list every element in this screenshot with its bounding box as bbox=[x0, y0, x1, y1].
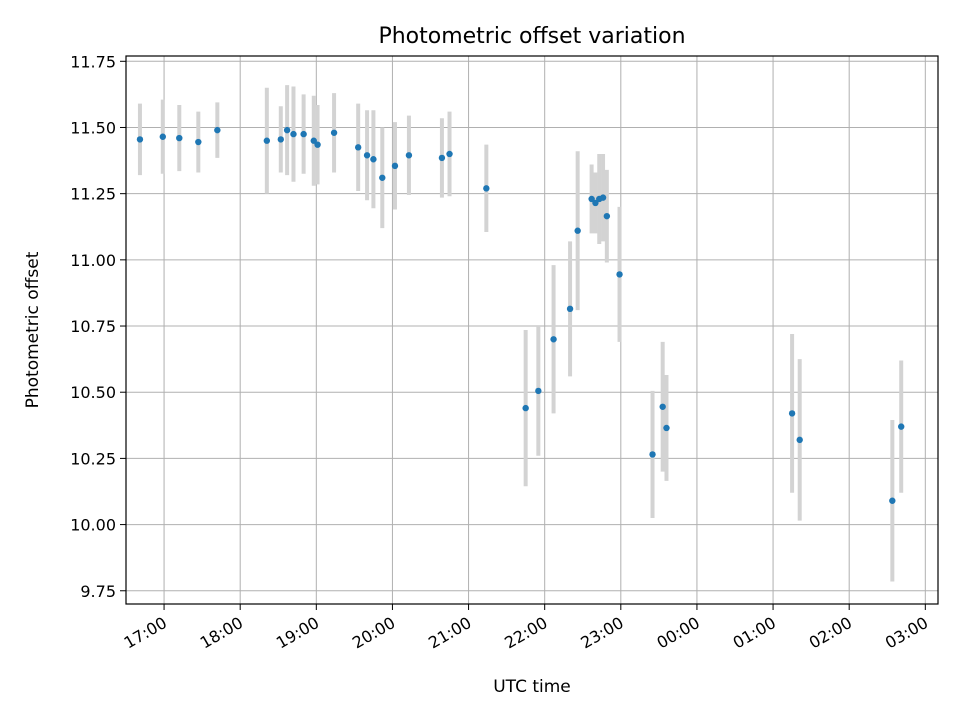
data-point bbox=[136, 136, 144, 143]
data-point bbox=[649, 451, 656, 458]
data-point bbox=[438, 154, 446, 162]
y-tick-label: 10.50 bbox=[70, 383, 116, 402]
data-point bbox=[176, 134, 183, 142]
data-point bbox=[592, 199, 599, 207]
data-point bbox=[290, 130, 297, 138]
data-points bbox=[136, 126, 905, 504]
data-point bbox=[214, 126, 221, 134]
data-point bbox=[195, 138, 202, 146]
chart-title: Photometric offset variation bbox=[378, 24, 685, 49]
data-point bbox=[599, 194, 607, 201]
x-axis-label: UTC time bbox=[493, 677, 571, 697]
data-point bbox=[363, 152, 371, 159]
data-point bbox=[588, 195, 595, 203]
data-point bbox=[574, 227, 581, 234]
data-point bbox=[330, 129, 338, 136]
data-point bbox=[796, 436, 803, 444]
data-point bbox=[788, 410, 796, 417]
y-tick-label: 9.75 bbox=[80, 582, 116, 601]
data-point bbox=[535, 387, 542, 395]
data-point bbox=[277, 136, 284, 143]
data-point bbox=[616, 271, 623, 278]
data-point bbox=[663, 424, 670, 432]
data-point bbox=[391, 162, 399, 170]
data-point bbox=[566, 305, 574, 313]
y-tick-label: 10.25 bbox=[70, 449, 116, 468]
y-tick-label: 10.75 bbox=[70, 317, 116, 336]
data-point bbox=[405, 152, 413, 159]
data-point bbox=[889, 497, 896, 504]
data-point bbox=[550, 336, 557, 343]
grid-lines bbox=[126, 56, 938, 604]
plot-frame bbox=[125, 55, 939, 605]
data-point bbox=[159, 133, 166, 140]
y-tick-label: 11.50 bbox=[70, 118, 116, 137]
data-point bbox=[314, 141, 321, 148]
y-tick-label: 10.00 bbox=[70, 516, 116, 535]
y-axis-label: Photometric offset bbox=[23, 251, 43, 408]
y-tick-label: 11.25 bbox=[70, 185, 116, 204]
data-point bbox=[283, 126, 291, 134]
data-point bbox=[603, 212, 611, 220]
data-point bbox=[898, 423, 905, 430]
data-point bbox=[370, 156, 377, 163]
data-point bbox=[354, 144, 362, 151]
y-tick-label: 11.00 bbox=[70, 251, 116, 270]
data-point bbox=[483, 185, 490, 192]
data-point bbox=[446, 150, 453, 158]
y-axis-ticks: 9.75 10.00 10.25 10.50 10.75 11.00 11.25 11.50 1… bbox=[70, 52, 126, 601]
data-point bbox=[522, 404, 529, 412]
y-tick-label: 11.75 bbox=[70, 52, 116, 71]
data-point bbox=[310, 137, 317, 144]
data-point bbox=[379, 174, 386, 181]
data-point bbox=[263, 137, 271, 144]
data-point bbox=[300, 130, 307, 138]
data-point bbox=[659, 403, 666, 410]
